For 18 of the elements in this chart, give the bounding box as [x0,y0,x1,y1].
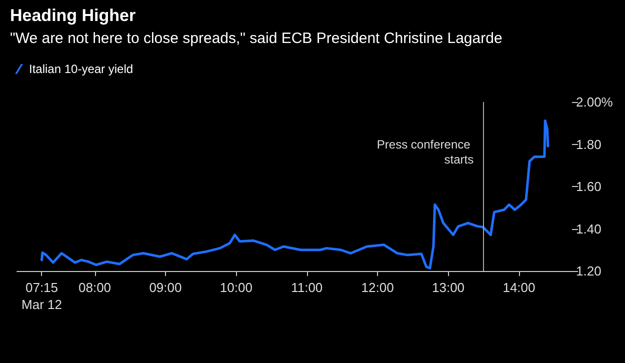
x-tick-label: 09:00 [149,280,182,295]
x-tick-label: 14:00 [502,280,536,295]
y-tick-label: 2.00% [576,94,614,110]
chart-title: Heading Higher [10,6,136,25]
ref-line-label: Press conference starts [376,138,474,166]
x-tick-label: 13:00 [432,280,465,295]
x-tick-label: 07:15 Mar 12 [22,280,62,312]
y-tick-label: 1.40 [576,221,602,236]
x-tick-label: 11:00 [291,280,323,295]
chart-subtitle: "We are not here to close spreads," said ECB President Christine Lagarde [10,30,502,47]
line-series [40,120,550,270]
legend-label: Italian 10-year yield [29,62,134,76]
x-tick-label: 10:00 [220,280,252,295]
x-tick-label: 08:00 [78,280,112,295]
y-tick-label: 1.60 [576,179,602,194]
y-tick-label: 1.80 [576,136,602,152]
y-tick-label: 1.20 [576,264,602,278]
x-tick-label: 12:00 [361,280,394,295]
